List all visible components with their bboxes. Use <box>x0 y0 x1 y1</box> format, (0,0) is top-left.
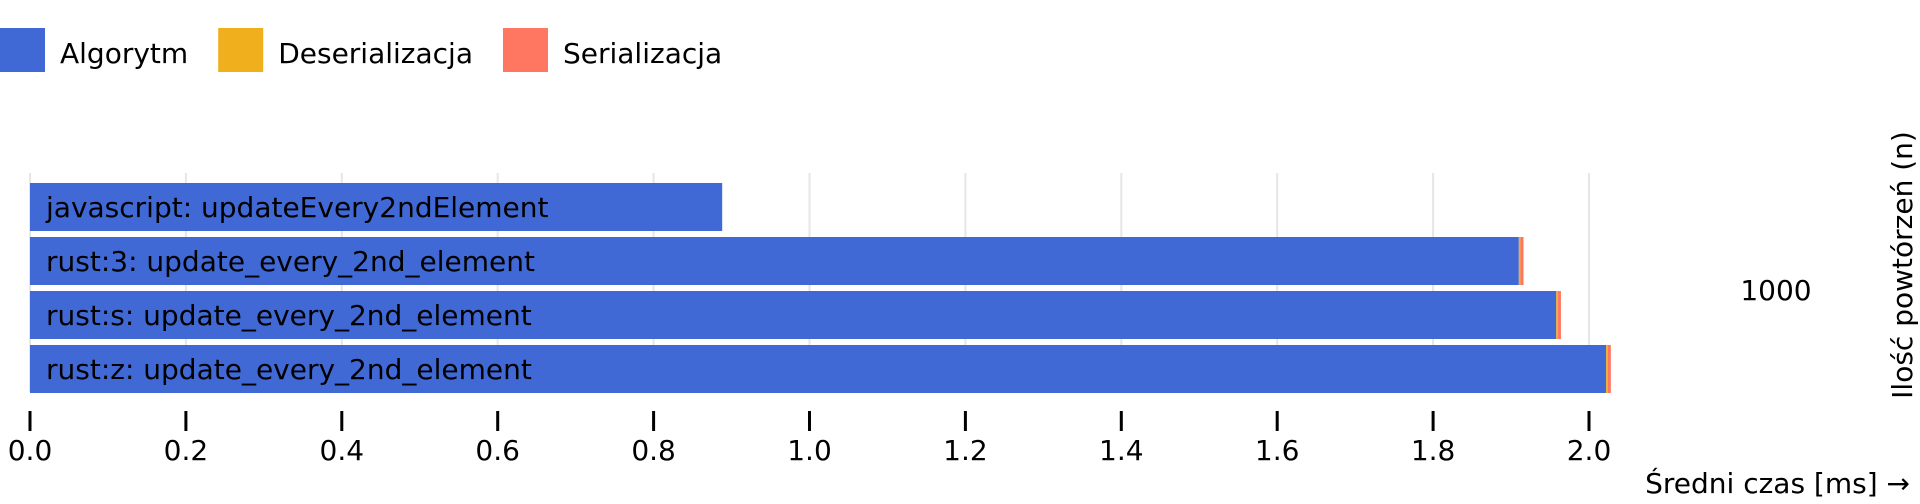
legend-swatch-0 <box>0 28 45 72</box>
x-axis-label: Średni czas [ms] → <box>1645 466 1910 500</box>
y-axis-label: Ilość powtórzeń (n) <box>1886 131 1919 399</box>
x-tick-label-5: 1.0 <box>787 434 832 467</box>
bar-1-0 <box>30 237 1519 285</box>
x-tick-label-8: 1.6 <box>1255 434 1300 467</box>
bar-label-1: rust:3: update_every_2nd_element <box>46 245 535 278</box>
bar-label-3: rust:z: update_every_2nd_element <box>46 353 532 386</box>
x-tick-label-6: 1.2 <box>943 434 988 467</box>
x-tick-label-4: 0.8 <box>631 434 676 467</box>
x-tick-label-10: 2.0 <box>1567 434 1612 467</box>
bar-1-2 <box>1520 237 1524 285</box>
bar-1-1 <box>1518 237 1521 285</box>
x-tick-label-0: 0.0 <box>8 434 53 467</box>
bar-label-2: rust:s: update_every_2nd_element <box>46 299 532 332</box>
legend-swatch-2 <box>502 28 548 72</box>
bar-2-1 <box>1556 291 1558 339</box>
bar-3-1 <box>1606 345 1608 393</box>
x-tick-label-9: 1.8 <box>1411 434 1456 467</box>
x-tick-label-1: 0.2 <box>164 434 209 467</box>
group-label: 1000 <box>1740 274 1811 307</box>
bars: javascript: updateEvery2ndElement rust:3:… <box>30 183 1611 393</box>
x-tick-label-3: 0.6 <box>475 434 520 467</box>
legend-label-0: Algorytm <box>60 37 188 70</box>
bar-3-0 <box>30 345 1607 393</box>
legend-label-2: Serializacja <box>563 37 722 70</box>
bar-2-0 <box>30 291 1557 339</box>
bar-2-2 <box>1557 291 1561 339</box>
x-tick-label-7: 1.4 <box>1099 434 1144 467</box>
x-axis: 0.0 0.2 0.4 0.6 0.8 1.0 1.2 1.4 1.6 1.8 2.0 <box>8 411 1612 467</box>
legend: Algorytm Deserializacja Serializacja <box>0 28 722 72</box>
bar-0-0 <box>30 183 723 231</box>
bar-label-0: javascript: updateEvery2ndElement <box>45 191 549 224</box>
bar-3-2 <box>1607 345 1611 393</box>
legend-label-1: Deserializacja <box>278 37 473 70</box>
legend-swatch-1 <box>218 28 264 72</box>
x-tick-label-2: 0.4 <box>320 434 365 467</box>
